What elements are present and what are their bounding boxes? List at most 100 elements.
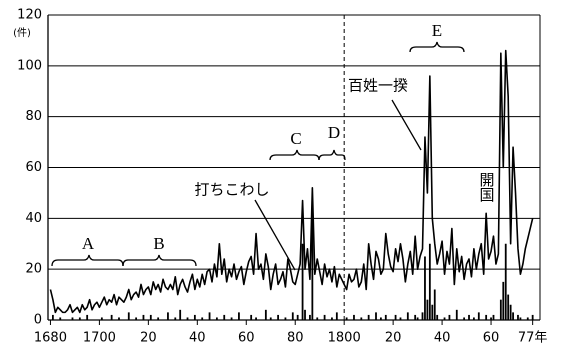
bar [174,317,177,320]
bar [353,314,355,320]
bar [238,312,240,320]
y-tick-label: 40 [25,211,42,226]
bar [167,312,169,320]
x-tick-label: 77年 [518,331,548,346]
bar [284,317,287,320]
annotation: D [328,123,340,142]
bar [517,314,519,320]
bar [323,314,326,320]
bar [127,312,130,320]
leader-ikki [391,99,422,151]
braces [51,41,465,271]
bar [507,294,510,320]
bar [436,314,439,320]
bar [193,314,196,320]
bar [414,314,417,320]
y-tick-label: 0 [34,313,42,328]
bar [157,317,160,320]
bar [250,314,253,320]
bar [431,304,434,320]
bar [509,304,512,320]
annotation: 開国 [478,172,496,202]
bar [379,317,382,320]
x-tick-label: 1680 [34,331,67,346]
bar [277,314,279,320]
bar [304,309,306,320]
x-tick-label: 1700 [83,331,116,346]
bar [201,317,204,320]
bar [512,312,514,320]
bar [477,312,480,320]
bar [416,317,419,320]
bar [269,317,272,320]
bar [223,314,226,320]
brace-e [409,41,465,53]
bar [502,281,505,320]
bar [463,317,466,320]
line [49,49,534,314]
bar [301,243,304,320]
x-tick-label: 60 [238,331,255,346]
bar [142,314,145,320]
bar [360,317,363,320]
bar [473,317,475,320]
y-tick-label: 60 [25,160,42,175]
x-tick-label: 40 [434,331,451,346]
y-tick-label: 80 [25,109,42,124]
annotation: A [82,234,95,253]
bar [428,243,431,320]
brace-a [51,254,124,267]
brace-b [122,254,197,267]
bar [519,317,522,320]
bar [78,317,81,320]
bar [86,314,89,320]
bar [110,314,113,320]
x-tick-label: 20 [140,331,157,346]
annotation: C [290,129,301,148]
bar [186,317,189,320]
y-unit: (件) [13,27,31,39]
bar [335,312,338,320]
bar [296,314,299,320]
bar [179,309,182,320]
bar [399,317,402,320]
bar [531,314,534,320]
bar [345,317,348,320]
bar [264,309,267,320]
bar [406,312,409,320]
bar [433,289,436,320]
bar [499,299,502,320]
bar [51,314,54,320]
bar [490,317,492,320]
x-tick-label: 20 [385,331,402,346]
bar [230,317,233,320]
bar [135,317,138,320]
bar [443,317,446,320]
bar [421,312,424,320]
bar [100,317,103,320]
bar [59,317,62,320]
bar [492,314,495,320]
x-tick-label: 1800 [328,331,361,346]
bar [149,314,152,320]
bar [316,317,319,320]
annotation: B [153,234,164,253]
brace-d [318,149,346,161]
y-tick-label: 100 [17,58,42,73]
bar [215,317,218,320]
bar [455,309,458,320]
bar [71,317,74,320]
bar [208,312,211,320]
x-tick-label: 40 [189,331,206,346]
bar [384,314,387,320]
series-label: 打ちこわし [194,181,269,199]
x-tick-label: 80 [287,331,304,346]
bar [331,317,333,320]
series-label: 百姓一揆 [348,77,408,95]
bar [448,314,451,320]
bar [526,317,529,320]
leader-uchikowashi [254,199,296,271]
bar [311,218,314,320]
bar [309,314,311,320]
